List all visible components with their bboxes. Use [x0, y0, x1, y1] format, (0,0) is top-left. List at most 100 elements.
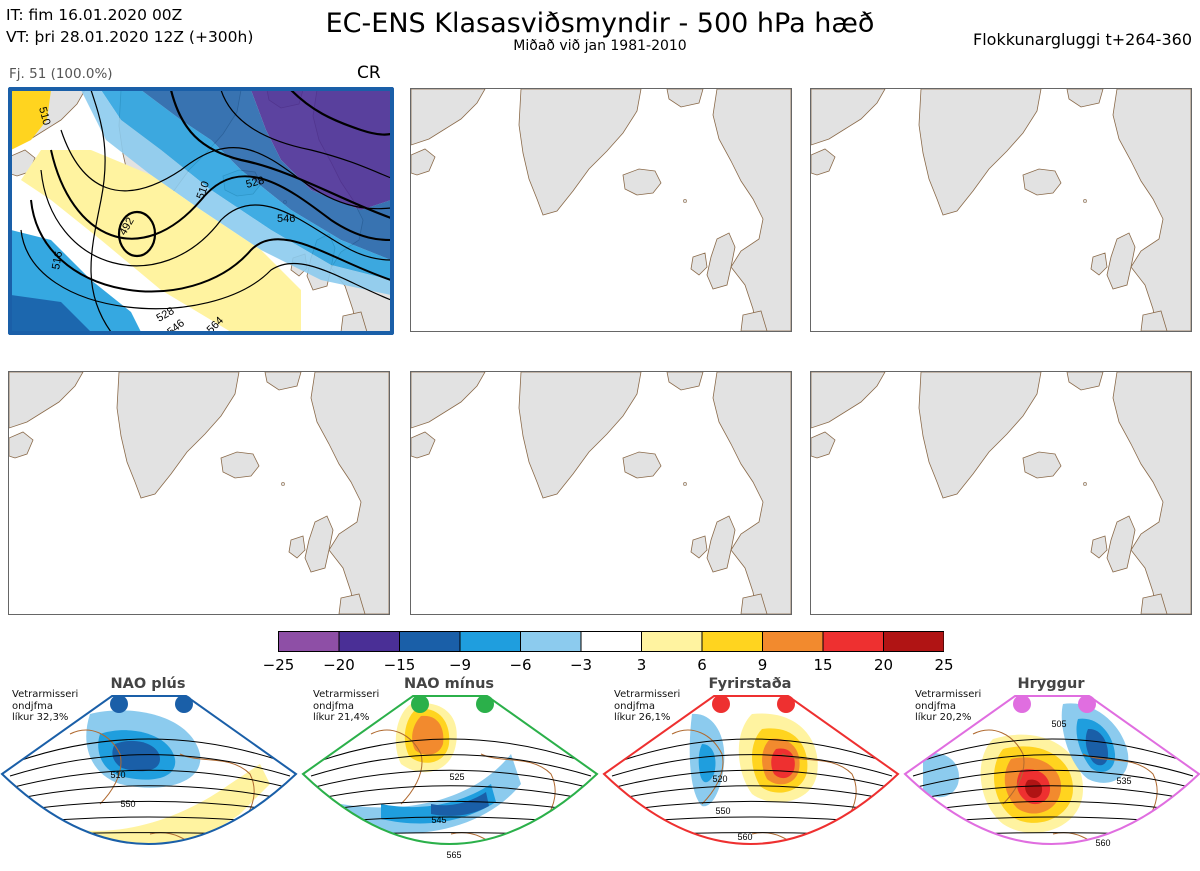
- regime-marker: [1013, 695, 1031, 713]
- regime-fan-map: 520 550 560: [602, 695, 900, 845]
- colorbar-swatch: [520, 631, 582, 652]
- page-subtitle: Miðað við jan 1981-2010: [513, 38, 687, 54]
- valid-time: VT: þri 28.01.2020 12Z (+300h): [6, 28, 254, 46]
- fan-contour: [611, 769, 893, 789]
- cluster-frame: [8, 87, 394, 335]
- fan-contour-label: 560: [1095, 838, 1110, 848]
- colorbar-tick-label: 9: [757, 656, 768, 674]
- fan-contour: [611, 738, 893, 765]
- colorbar-swatch: [459, 631, 521, 652]
- regime-description: Vetrarmisseri ondjfma líkur 20,2%: [915, 689, 981, 724]
- regime-marker: [411, 695, 429, 713]
- empty-map-panel: [810, 371, 1192, 615]
- regime-title: NAO plús: [110, 676, 186, 692]
- fan-contour-label: 520: [712, 774, 727, 784]
- colorbar-swatch: [580, 631, 642, 652]
- colorbar-tick-label: 15: [813, 656, 833, 674]
- regime-description-line: ondjfma: [614, 700, 655, 712]
- regime-fan-map: 505 535 560: [903, 695, 1200, 864]
- colorbar-swatch: [822, 631, 884, 652]
- regime-description: Vetrarmisseri ondjfma líkur 32,3%: [12, 689, 78, 724]
- fan-contour-label: 560: [737, 832, 752, 842]
- regime-description: Vetrarmisseri ondjfma líkur 21,4%: [313, 689, 379, 724]
- fan-outline: [903, 695, 1200, 845]
- fan-contour: [611, 785, 893, 801]
- colorbar-tick-label: −3: [569, 656, 593, 674]
- anomaly-blob: [923, 753, 959, 798]
- fan-contour-label: 535: [1116, 776, 1131, 786]
- colorbar-tick-label: 25: [934, 656, 954, 674]
- fan-contour-label: 550: [120, 799, 135, 809]
- anomaly-blob: [431, 792, 489, 816]
- fan-contour-label: 525: [449, 772, 464, 782]
- empty-map-panel: [8, 371, 390, 615]
- contour-label: 516: [50, 250, 65, 270]
- empty-map-panel: [410, 88, 792, 332]
- anomaly-blue: [101, 90, 391, 280]
- fan-contour: [913, 860, 1193, 864]
- init-time: IT: fim 16.01.2020 00Z: [6, 6, 183, 24]
- cluster-regime-code: CR: [357, 63, 381, 83]
- colorbar-swatch: [701, 631, 763, 652]
- empty-map-panel: [410, 371, 792, 615]
- header-times: IT: fim 16.01.2020 00Z VT: þri 28.01.202…: [6, 4, 253, 48]
- fan-contour: [912, 785, 1194, 801]
- colorbar-tick-label: −6: [509, 656, 532, 674]
- fan-contour: [611, 754, 893, 777]
- regime-marker: [110, 695, 128, 713]
- anomaly-bottom-left-dark: [11, 295, 91, 332]
- fan-contour: [9, 785, 291, 801]
- anomaly-light-blue: [81, 90, 391, 295]
- fan-contour: [311, 860, 591, 864]
- regime-description-line: líkur 20,2%: [915, 712, 972, 723]
- regime-fan-map: 510 550: [0, 695, 298, 864]
- anomaly-yellow-band: [21, 150, 301, 332]
- regime-marker: [476, 695, 494, 713]
- regime-description-line: líkur 21,4%: [313, 712, 370, 723]
- fan-contour: [310, 738, 592, 765]
- regime-title: Hryggur: [1017, 676, 1085, 692]
- colorbar-tick-label: −15: [383, 656, 416, 674]
- colorbar-tick-label: −25: [262, 656, 295, 674]
- colorbar-swatch: [399, 631, 461, 652]
- colorbar-tick-label: 20: [873, 656, 894, 674]
- cluster-map-panel: 510 492 528 546 528 546 564 510 516: [8, 87, 394, 335]
- empty-map-panel: [810, 88, 1192, 332]
- regime-fan-map: 525 545 565: [301, 695, 599, 864]
- fan-outline: [602, 695, 900, 845]
- colorbar: [278, 631, 944, 652]
- fan-contour-label: 550: [715, 806, 730, 816]
- regime-marker: [777, 695, 795, 713]
- fan-contour-label: 505: [1051, 719, 1066, 729]
- colorbar-swatch: [278, 631, 340, 652]
- fan-contour: [310, 754, 592, 777]
- regime-description-line: ondjfma: [313, 700, 354, 712]
- contour-label: 510: [195, 180, 213, 201]
- fan-contour: [310, 785, 592, 801]
- fan-contour-label: 545: [431, 815, 446, 825]
- colorbar-tick-label: −9: [448, 656, 472, 674]
- colorbar-swatch: [883, 631, 944, 652]
- fan-contour: [310, 769, 592, 789]
- regime-description-line: Vetrarmisseri: [614, 689, 681, 700]
- cluster-label: Fj. 51 (100.0%): [9, 66, 113, 82]
- anomaly-blob: [412, 715, 444, 755]
- anomaly-blob: [1025, 779, 1043, 799]
- regime-marker: [1078, 695, 1096, 713]
- colorbar-tick-label: 6: [697, 656, 707, 674]
- regime-marker: [175, 695, 193, 713]
- fan-contour: [912, 754, 1194, 777]
- regime-title: NAO mínus: [403, 676, 495, 692]
- fan-contour: [9, 754, 291, 777]
- contour-label: 510: [36, 106, 52, 127]
- regime-description-line: Vetrarmisseri: [915, 689, 982, 700]
- anomaly-purple: [251, 90, 391, 210]
- regime-title: Fyrirstaða: [708, 676, 792, 692]
- anomaly-blob: [112, 740, 160, 772]
- regime-description-line: ondjfma: [915, 700, 956, 712]
- contour-label: 546: [277, 213, 295, 225]
- fan-contour: [9, 738, 291, 765]
- fan-contour: [10, 860, 290, 864]
- fan-contour: [912, 738, 1194, 765]
- colorbar-tick-label: −20: [323, 656, 355, 674]
